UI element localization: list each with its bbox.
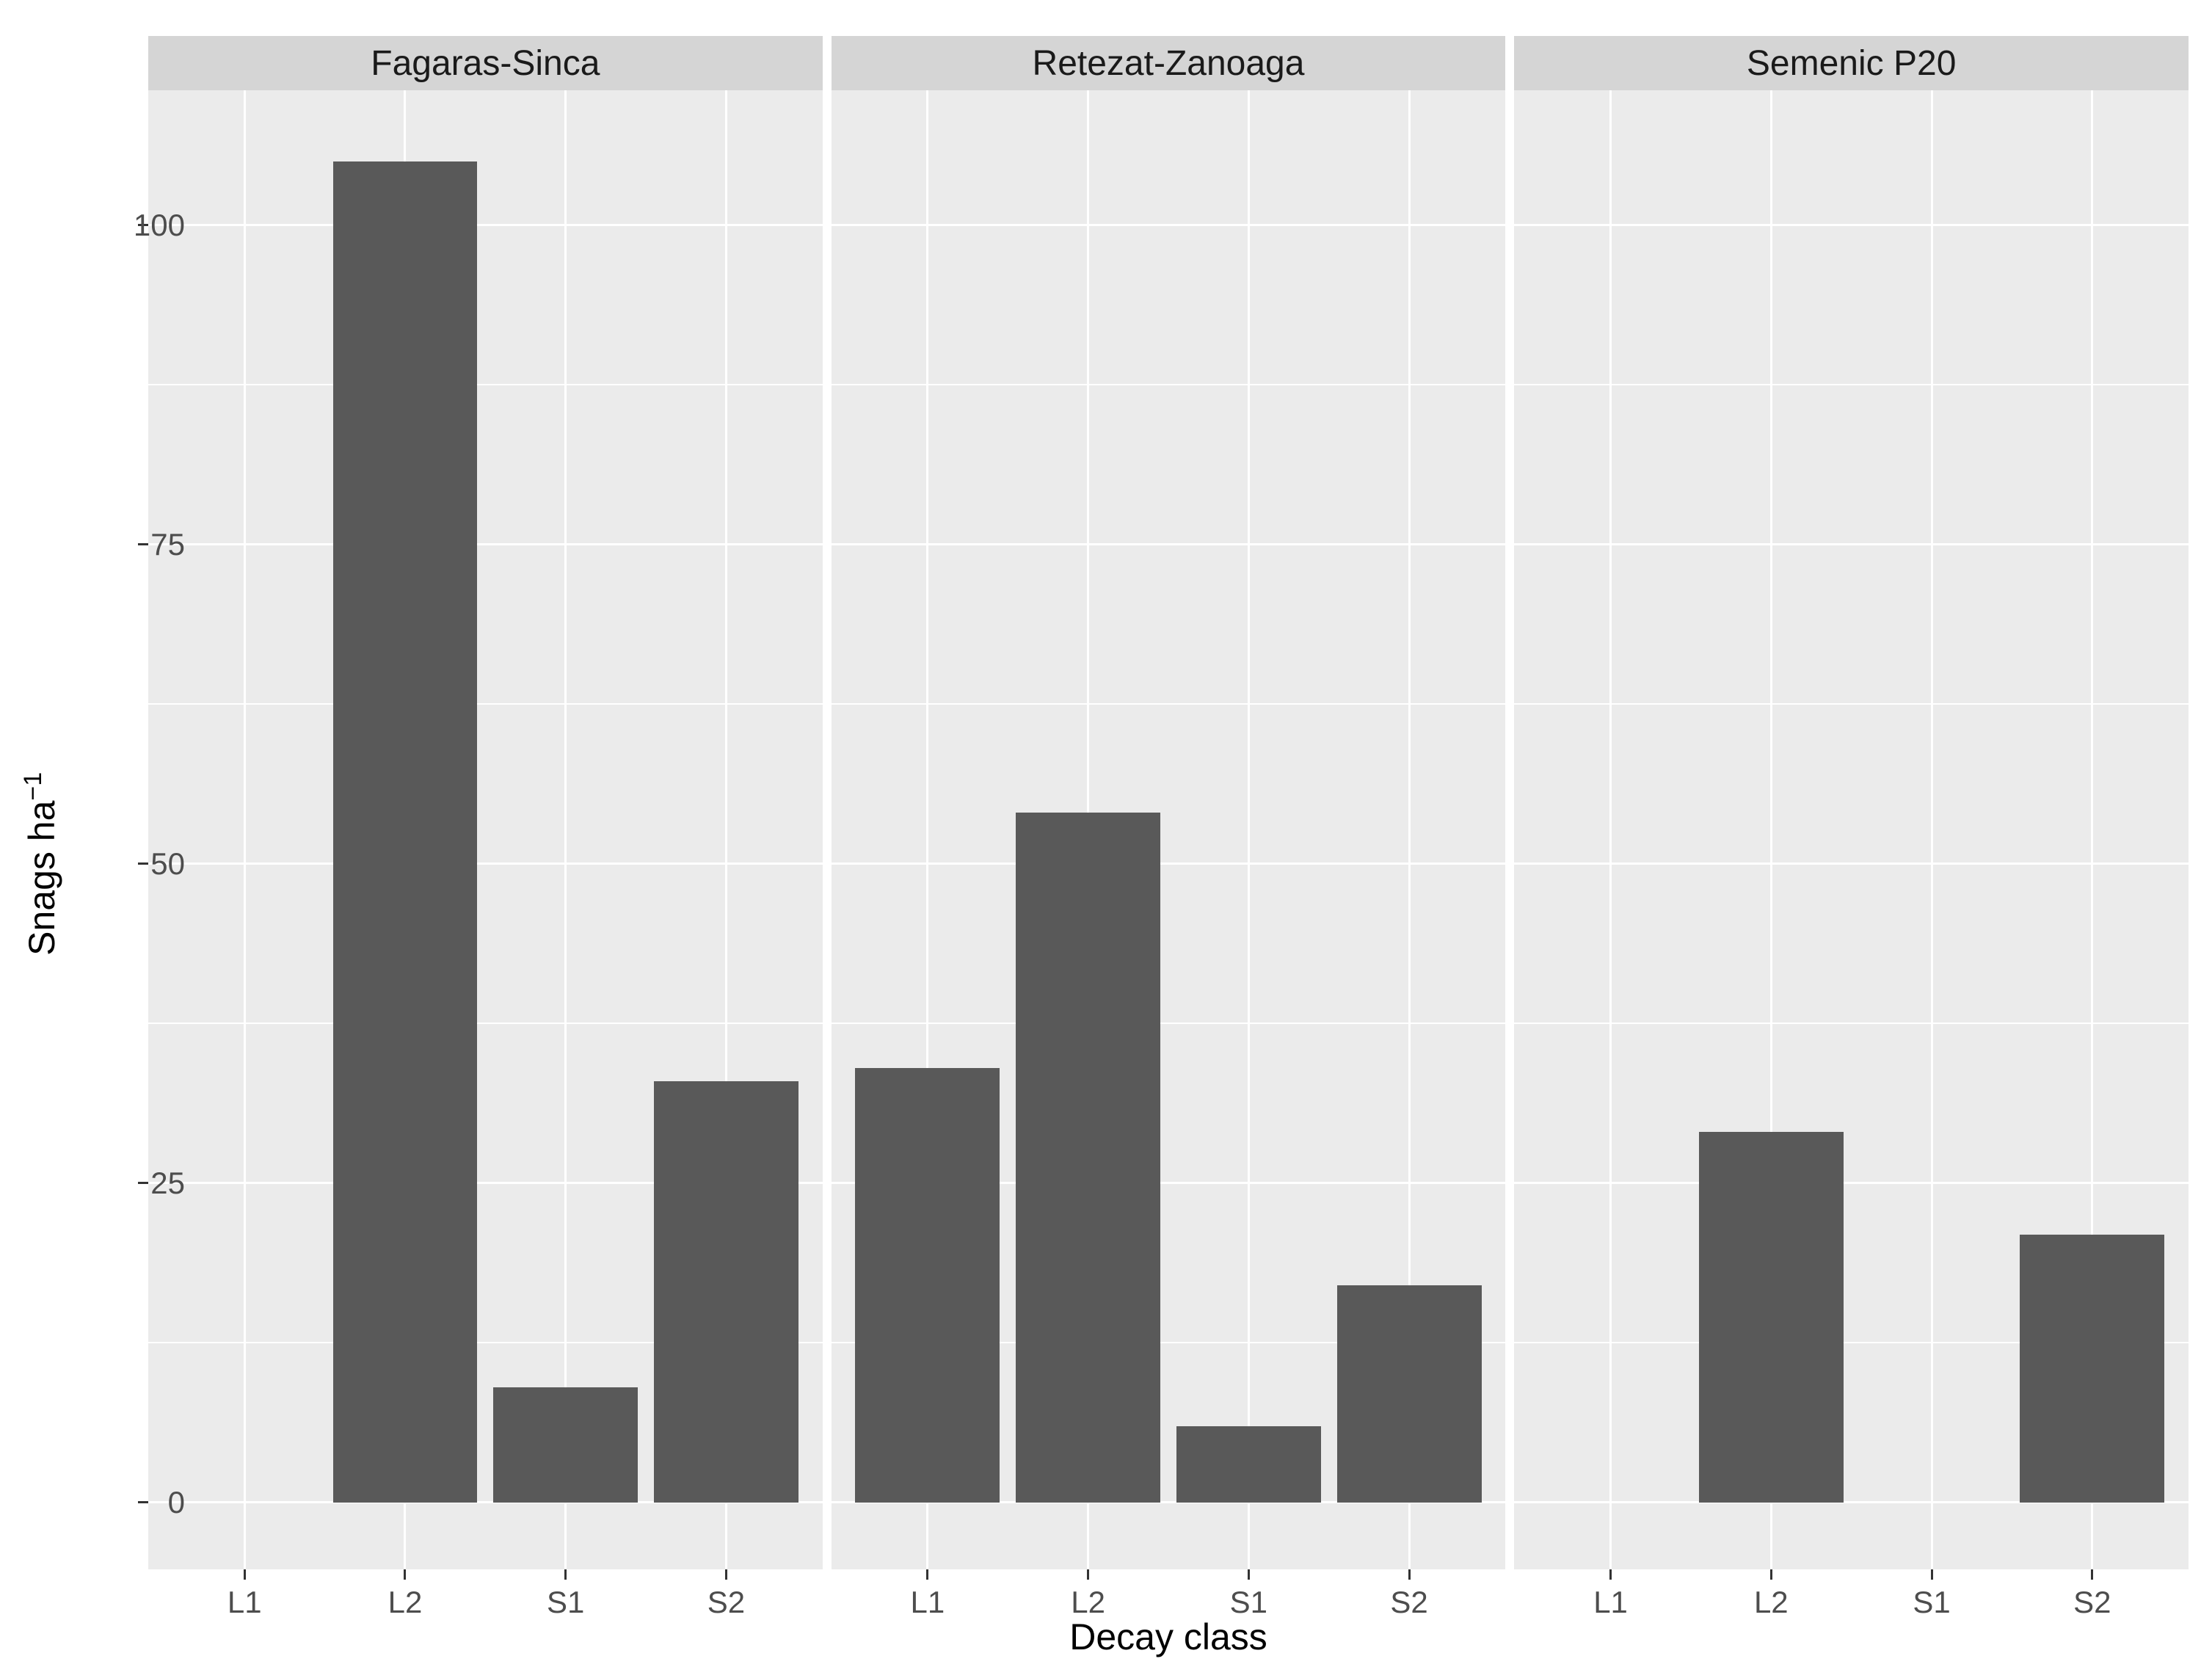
y-axis-title-text: Snags ha	[21, 800, 62, 956]
gridline-minor-horizontal	[1514, 1023, 2189, 1025]
facet-strip-retezat-zanoaga: Retezat-Zanoaga	[831, 36, 1506, 90]
gridline-major-horizontal	[148, 862, 823, 865]
y-tick-mark	[138, 543, 148, 546]
x-tick-mark	[1408, 1569, 1411, 1580]
gridline-major-horizontal	[148, 224, 823, 227]
y-axis-title: Snags ha−1	[19, 644, 62, 1084]
bar-s2	[654, 1081, 798, 1503]
gridline-major-vertical	[1408, 90, 1411, 1569]
gridline-major-horizontal	[831, 224, 1506, 227]
gridline-minor-horizontal	[1514, 1342, 2189, 1344]
facet-panel	[148, 90, 823, 1569]
gridline-minor-horizontal	[148, 1342, 823, 1344]
x-tick-mark	[1609, 1569, 1612, 1580]
gridline-minor-horizontal	[1514, 703, 2189, 705]
gridline-major-vertical	[243, 90, 246, 1569]
bar-l1	[855, 1068, 1000, 1503]
gridline-major-horizontal	[148, 1501, 823, 1504]
y-tick-label: 100	[133, 207, 185, 242]
facet-panel	[1514, 90, 2189, 1569]
y-tick-mark	[138, 1501, 148, 1504]
facet-strip-semenic-p20: Semenic P20	[1514, 36, 2189, 90]
x-tick-label: S1	[1913, 1585, 1951, 1619]
gridline-major-horizontal	[1514, 862, 2189, 865]
gridline-minor-horizontal	[148, 1023, 823, 1025]
gridline-major-vertical	[1609, 90, 1612, 1569]
gridline-major-horizontal	[1514, 224, 2189, 227]
x-tick-mark	[1247, 1569, 1250, 1580]
gridline-major-horizontal	[1514, 1501, 2189, 1504]
gridline-major-vertical	[724, 90, 727, 1569]
facet-strip-fagaras-sinca: Fagaras-Sinca	[148, 36, 823, 90]
gridline-minor-horizontal	[148, 384, 823, 386]
x-tick-mark	[404, 1569, 407, 1580]
y-tick-label: 0	[167, 1484, 185, 1519]
gridline-major-horizontal	[831, 1182, 1506, 1185]
x-tick-label: S2	[1390, 1585, 1428, 1619]
x-tick-mark	[243, 1569, 246, 1580]
y-tick-label: 50	[150, 846, 185, 881]
gridline-minor-horizontal	[831, 703, 1506, 705]
gridline-minor-horizontal	[1514, 384, 2189, 386]
x-tick-mark	[2091, 1569, 2094, 1580]
gridline-major-horizontal	[1514, 543, 2189, 546]
x-tick-label: S2	[707, 1585, 746, 1619]
y-tick-mark	[138, 224, 148, 227]
gridline-major-horizontal	[148, 543, 823, 546]
bar-s2	[2020, 1234, 2165, 1503]
gridline-minor-horizontal	[831, 1342, 1506, 1344]
bar-l2	[1016, 813, 1161, 1503]
gridline-major-vertical	[564, 90, 567, 1569]
gridline-major-horizontal	[831, 543, 1506, 546]
y-axis-title-superscript: −1	[19, 771, 48, 801]
gridline-major-vertical	[926, 90, 929, 1569]
bar-l2	[332, 161, 478, 1503]
x-tick-label: S2	[2073, 1585, 2111, 1619]
y-tick-mark	[138, 862, 148, 865]
gridline-minor-horizontal	[148, 703, 823, 705]
x-tick-label: L2	[388, 1585, 423, 1619]
y-tick-label: 25	[150, 1165, 185, 1200]
x-tick-mark	[724, 1569, 727, 1580]
bar-s1	[493, 1387, 639, 1503]
gridline-major-vertical	[1247, 90, 1250, 1569]
gridline-major-horizontal	[148, 1182, 823, 1185]
x-tick-label: L1	[910, 1585, 945, 1619]
x-tick-label: S1	[1229, 1585, 1268, 1619]
gridline-major-horizontal	[1514, 1182, 2189, 1185]
x-tick-label: L1	[1593, 1585, 1628, 1619]
gridline-minor-horizontal	[831, 1023, 1506, 1025]
bar-s1	[1176, 1426, 1321, 1503]
x-tick-mark	[564, 1569, 567, 1580]
x-tick-mark	[1930, 1569, 1933, 1580]
gridline-major-vertical	[1769, 90, 1772, 1569]
gridline-major-vertical	[1930, 90, 1933, 1569]
y-tick-label: 75	[150, 526, 185, 562]
gridline-major-horizontal	[831, 1501, 1506, 1504]
y-tick-mark	[138, 1182, 148, 1185]
facet-panel	[831, 90, 1506, 1569]
x-axis-title: Decay class	[1069, 1616, 1267, 1657]
x-tick-label: L1	[227, 1585, 262, 1619]
gridline-major-horizontal	[831, 862, 1506, 865]
bar-s2	[1336, 1285, 1482, 1503]
x-tick-mark	[926, 1569, 929, 1580]
x-tick-mark	[1087, 1569, 1090, 1580]
x-tick-label: L2	[1071, 1585, 1105, 1619]
x-tick-label: L2	[1753, 1585, 1789, 1619]
gridline-major-vertical	[2091, 90, 2094, 1569]
x-tick-label: S1	[547, 1585, 585, 1619]
bar-l2	[1698, 1132, 1844, 1503]
x-tick-mark	[1769, 1569, 1772, 1580]
gridline-minor-horizontal	[831, 384, 1506, 386]
